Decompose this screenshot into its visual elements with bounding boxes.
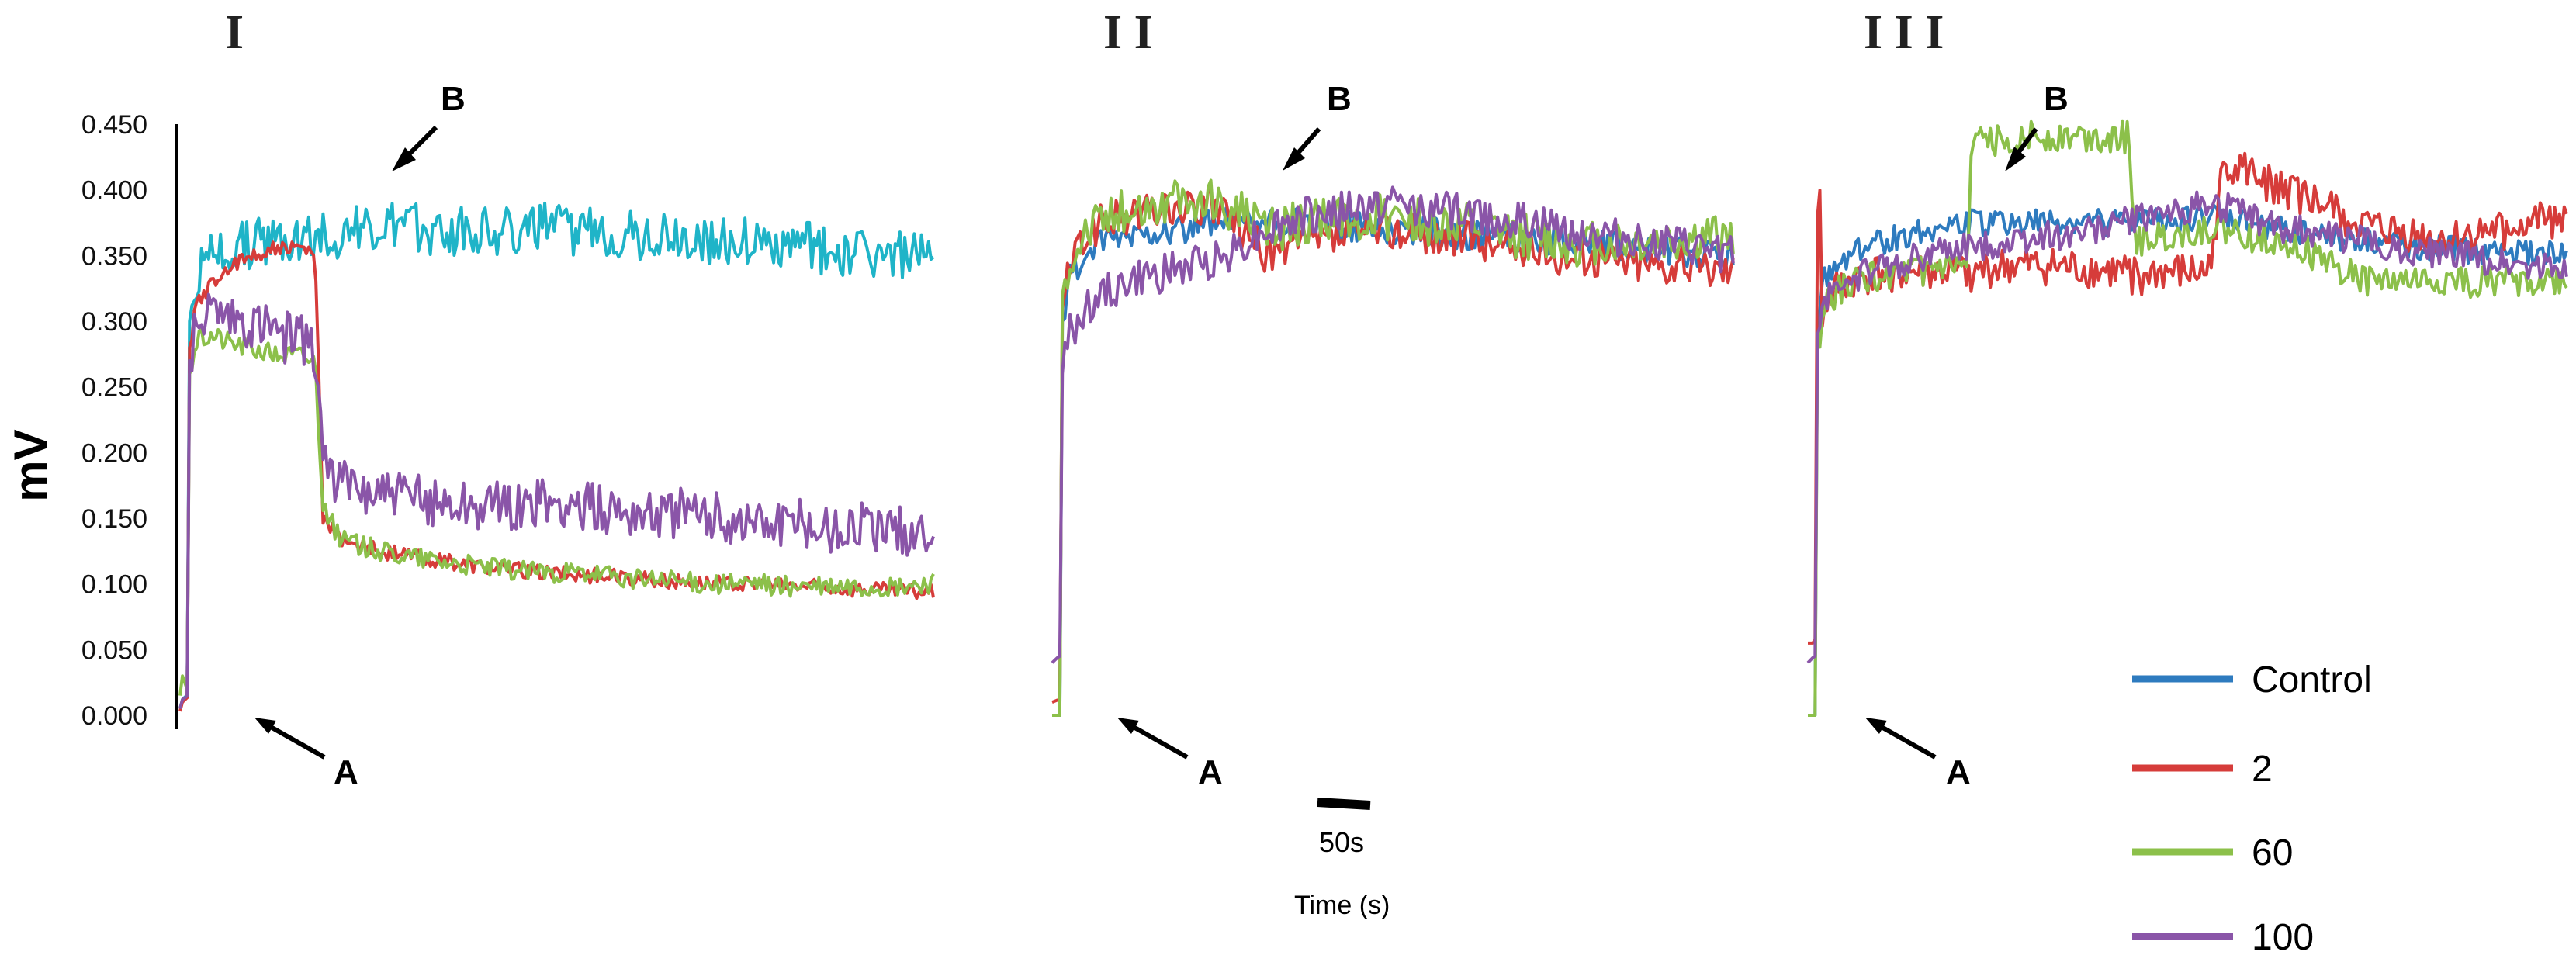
marker-a-label: A xyxy=(1198,753,1223,791)
marker-b-panel-1: B xyxy=(392,80,466,171)
y-tick-label: 0.300 xyxy=(81,307,147,337)
series-line-60 xyxy=(1808,119,2568,717)
x-axis-label: Time (s) xyxy=(1294,891,1390,920)
marker-b-panel-3: B xyxy=(2005,80,2069,171)
marker-a-panel-3: A xyxy=(1865,718,1971,791)
panel-label-2: I I xyxy=(1103,6,1153,59)
series-line-control xyxy=(1052,206,1735,717)
series-lines xyxy=(178,119,2568,717)
scale-bar xyxy=(1317,798,1371,810)
y-tick-label: 0.050 xyxy=(81,635,147,665)
legend-label: 60 xyxy=(2252,832,2293,874)
y-tick-label: 0.200 xyxy=(81,438,147,468)
series-line-2 xyxy=(178,240,935,712)
marker-b-label: B xyxy=(441,80,466,118)
series-line-60 xyxy=(178,327,935,696)
series-line-60 xyxy=(1052,178,1735,717)
y-tick-labels: 0.000 0.050 0.100 0.150 0.200 0.250 0.300 0.350… xyxy=(81,110,147,731)
legend-label: Control xyxy=(2252,659,2372,701)
legend-label: 2 xyxy=(2252,749,2273,790)
series-line-100 xyxy=(1051,185,1735,664)
y-tick-label: 0.250 xyxy=(81,373,147,403)
y-tick-label: 0.000 xyxy=(81,701,147,731)
y-axis-label: mV xyxy=(5,429,57,501)
series-line-100 xyxy=(178,292,935,710)
scale-bar-label: 50s xyxy=(1319,826,1364,858)
series-line-2 xyxy=(1808,151,2568,645)
series-line-100 xyxy=(1806,190,2568,664)
marker-a-label: A xyxy=(1946,753,1971,791)
marker-a-label: A xyxy=(334,753,358,791)
marker-a-panel-1: A xyxy=(254,718,358,791)
marker-b-label: B xyxy=(2044,80,2069,118)
marker-a-panel-2: A xyxy=(1117,718,1223,791)
y-tick-label: 0.350 xyxy=(81,241,147,271)
y-tick-label: 0.100 xyxy=(81,570,147,600)
marker-b-panel-2: B xyxy=(1283,80,1352,171)
legend: Control 2 60 100 xyxy=(2132,659,2372,958)
y-tick-label: 0.450 xyxy=(81,110,147,140)
series-line-control xyxy=(178,201,935,710)
legend-label: 100 xyxy=(2252,917,2314,958)
panel-label-3: I I I xyxy=(1864,6,1944,59)
marker-b-label: B xyxy=(1327,80,1352,118)
y-tick-label: 0.400 xyxy=(81,176,147,206)
panel-label-1: I xyxy=(225,6,244,59)
y-tick-label: 0.150 xyxy=(81,504,147,534)
